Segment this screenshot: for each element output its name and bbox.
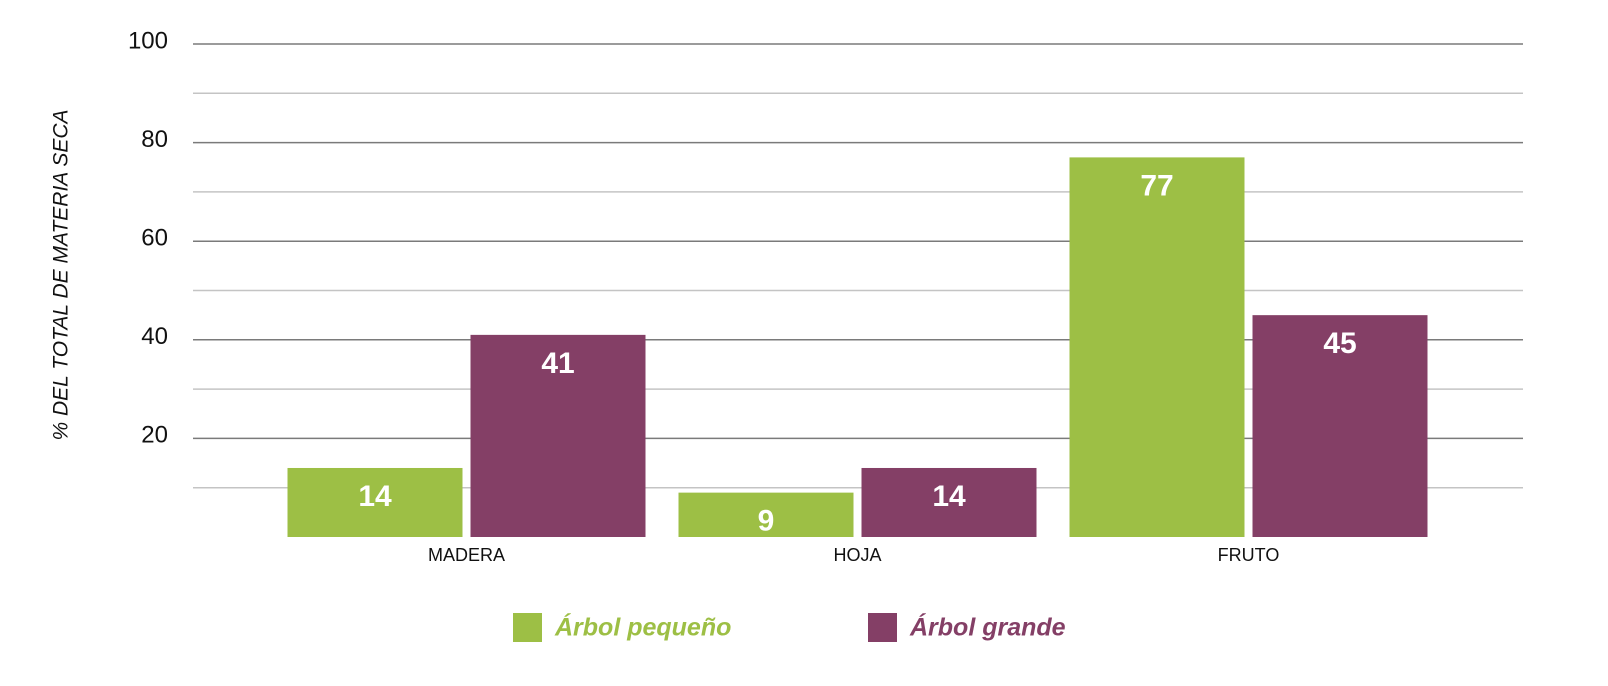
bar <box>470 334 646 537</box>
x-tick-label: FRUTO <box>1218 545 1280 565</box>
legend-swatch <box>513 613 542 642</box>
y-tick-label: 60 <box>141 225 168 252</box>
data-label: 41 <box>541 347 574 380</box>
x-tick-label: MADERA <box>428 545 505 565</box>
legend-label: Árbol grande <box>909 613 1066 642</box>
bar <box>287 467 463 537</box>
y-tick-label: 40 <box>141 323 168 350</box>
bar <box>678 492 854 537</box>
data-label: 14 <box>358 480 392 513</box>
bar <box>1069 157 1245 537</box>
y-tick-label: 20 <box>141 422 168 449</box>
bar <box>1252 315 1428 537</box>
y-tick-label: 80 <box>141 126 168 153</box>
y-tick-label: 100 <box>128 27 168 54</box>
legend-swatch <box>868 613 897 642</box>
legend-label: Árbol pequeño <box>554 613 731 642</box>
bar <box>861 467 1037 537</box>
y-axis-title: % DEL TOTAL DE MATERIA SECA <box>50 109 73 440</box>
x-tick-label: HOJA <box>833 545 881 565</box>
data-label: 14 <box>932 480 966 513</box>
data-label: 9 <box>758 505 775 538</box>
data-label: 45 <box>1323 327 1356 360</box>
data-label: 77 <box>1140 169 1173 202</box>
